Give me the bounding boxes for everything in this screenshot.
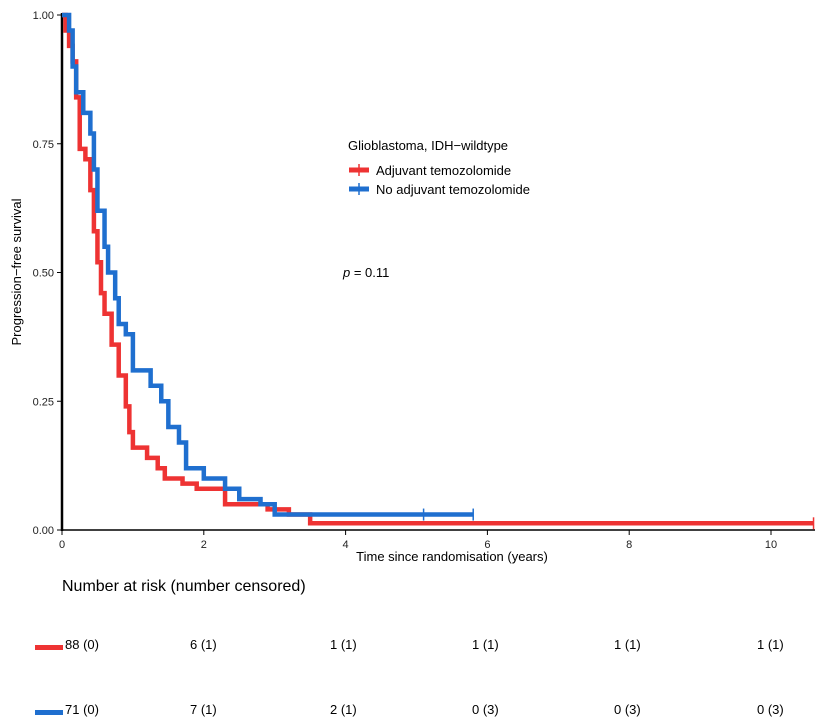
x-axis-label: Time since randomisation (years)	[356, 549, 548, 564]
x-tick-label: 10	[765, 539, 777, 551]
risk-row-no-adjuvant: 71 (0) 7 (1) 2 (1) 0 (3) 0 (3) 0 (3)	[0, 702, 834, 722]
series-line-adjuvant	[62, 12, 814, 526]
risk-row-swatch	[35, 645, 63, 650]
y-tick-label: 0.50	[33, 268, 54, 280]
legend-title: Glioblastoma, IDH−wildtype	[348, 138, 508, 153]
y-tick-label: 0.75	[33, 139, 54, 151]
legend-label-adjuvant: Adjuvant temozolomide	[376, 163, 511, 178]
p-value-annotation: p = 0.11	[342, 265, 389, 280]
risk-cell: 6 (1)	[190, 637, 217, 652]
legend: Glioblastoma, IDH−wildtype Adjuvant temo…	[348, 138, 530, 197]
risk-cell: 0 (3)	[472, 702, 499, 717]
y-tick-label: 0.00	[33, 525, 54, 537]
risk-cell: 1 (1)	[757, 637, 784, 652]
x-tick-label: 4	[343, 539, 349, 551]
y-axis-label: Progression−free survival	[9, 198, 24, 345]
x-tick-label: 6	[484, 539, 490, 551]
series-line-no-adjuvant	[62, 12, 474, 517]
risk-cell: 88 (0)	[65, 637, 99, 652]
risk-row-adjuvant: 88 (0) 6 (1) 1 (1) 1 (1) 1 (1) 1 (1)	[0, 637, 834, 657]
risk-cell: 1 (1)	[472, 637, 499, 652]
y-tick-label: 1.00	[33, 10, 54, 22]
p-value-symbol: p	[342, 265, 350, 280]
risk-row-swatch	[35, 710, 63, 715]
risk-cell: 0 (3)	[614, 702, 641, 717]
kaplan-meier-plot: 0 2 4 6 8 10 0.00 0.25 0.50 0.75 1.00 Glioblastoma…	[9, 10, 815, 564]
risk-cell: 7 (1)	[190, 702, 217, 717]
x-tick-label: 0	[59, 539, 65, 551]
risk-cell: 1 (1)	[330, 637, 357, 652]
x-tick-label: 8	[626, 539, 632, 551]
survival-curves	[62, 12, 815, 530]
risk-table-title: Number at risk (number censored)	[62, 578, 306, 595]
y-tick-label: 0.25	[33, 396, 54, 408]
p-value-text: = 0.11	[350, 265, 389, 280]
x-tick-label: 2	[201, 539, 207, 551]
risk-cell: 71 (0)	[65, 702, 99, 717]
legend-label-no-adjuvant: No adjuvant temozolomide	[376, 182, 530, 197]
risk-cell: 1 (1)	[614, 637, 641, 652]
axes: 0 2 4 6 8 10 0.00 0.25 0.50 0.75 1.00	[33, 10, 815, 551]
risk-cell: 0 (3)	[757, 702, 784, 717]
risk-cell: 2 (1)	[330, 702, 357, 717]
